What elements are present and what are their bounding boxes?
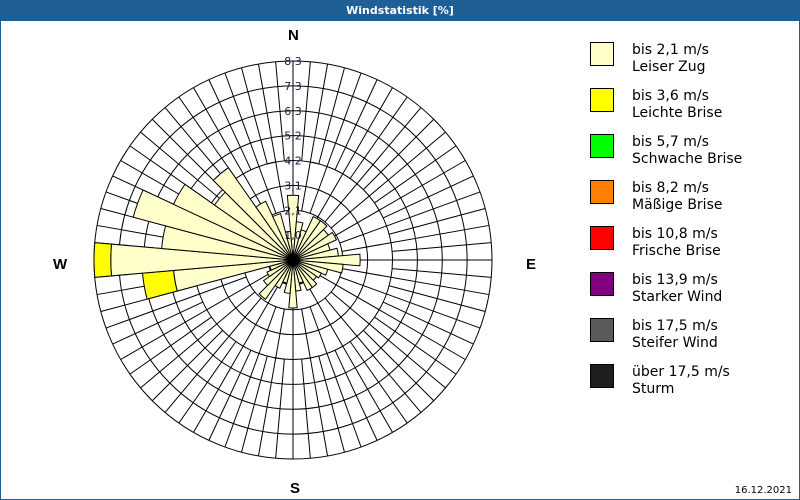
legend-item: bis 13,9 m/s Starker Wind (590, 272, 790, 318)
svg-text:2,1: 2,1 (284, 204, 302, 217)
legend-range: bis 10,8 m/s (632, 226, 718, 242)
legend-range: bis 5,7 m/s (632, 134, 709, 150)
legend-item: bis 5,7 m/s Schwache Brise (590, 134, 790, 180)
legend-label: Leichte Brise (632, 105, 723, 121)
compass-south-label: S (290, 480, 301, 497)
legend-label: Starker Wind (632, 289, 723, 305)
compass-north-label: N (288, 27, 299, 44)
legend-item: bis 2,1 m/s Leiser Zug (590, 42, 790, 88)
legend-swatch (590, 318, 614, 342)
legend-label: Sturm (632, 381, 675, 397)
chart-title: Windstatistik [%] (0, 0, 800, 21)
svg-text:6,3: 6,3 (284, 105, 302, 118)
date-stamp: 16.12.2021 (734, 485, 792, 496)
legend-item: bis 8,2 m/s Mäßige Brise (590, 180, 790, 226)
legend-swatch (590, 364, 614, 388)
legend-swatch (590, 226, 614, 250)
legend-range: bis 8,2 m/s (632, 180, 709, 196)
svg-text:1,0: 1,0 (284, 229, 302, 242)
legend-label: Schwache Brise (632, 151, 743, 167)
legend-label: Frische Brise (632, 243, 721, 259)
legend-item: bis 3,6 m/s Leichte Brise (590, 88, 790, 134)
compass-west-label: W (53, 256, 68, 273)
legend-range: bis 3,6 m/s (632, 88, 709, 104)
wind-rose-plot: 1,0 2,1 3,1 4,2 5,2 6,3 7,3 8,3 (93, 55, 493, 460)
legend-swatch (590, 42, 614, 66)
svg-text:5,2: 5,2 (284, 130, 302, 143)
legend: bis 2,1 m/s Leiser Zug bis 3,6 m/s Leichte… (590, 42, 790, 410)
legend-swatch (590, 180, 614, 204)
legend-label: Steifer Wind (632, 335, 718, 351)
legend-item: bis 17,5 m/s Steifer Wind (590, 318, 790, 364)
legend-label: Mäßige Brise (632, 197, 723, 213)
legend-swatch (590, 88, 614, 112)
legend-swatch (590, 272, 614, 296)
legend-range: bis 2,1 m/s (632, 42, 709, 58)
legend-range: über 17,5 m/s (632, 364, 730, 380)
svg-text:8,3: 8,3 (284, 55, 302, 68)
legend-item: über 17,5 m/s Sturm (590, 364, 790, 410)
legend-item: bis 10,8 m/s Frische Brise (590, 226, 790, 272)
compass-east-label: E (526, 256, 537, 273)
svg-text:4,2: 4,2 (284, 155, 302, 168)
svg-text:7,3: 7,3 (284, 80, 302, 93)
legend-range: bis 17,5 m/s (632, 318, 718, 334)
legend-range: bis 13,9 m/s (632, 272, 718, 288)
svg-text:3,1: 3,1 (284, 179, 302, 192)
legend-label: Leiser Zug (632, 59, 706, 75)
legend-swatch (590, 134, 614, 158)
